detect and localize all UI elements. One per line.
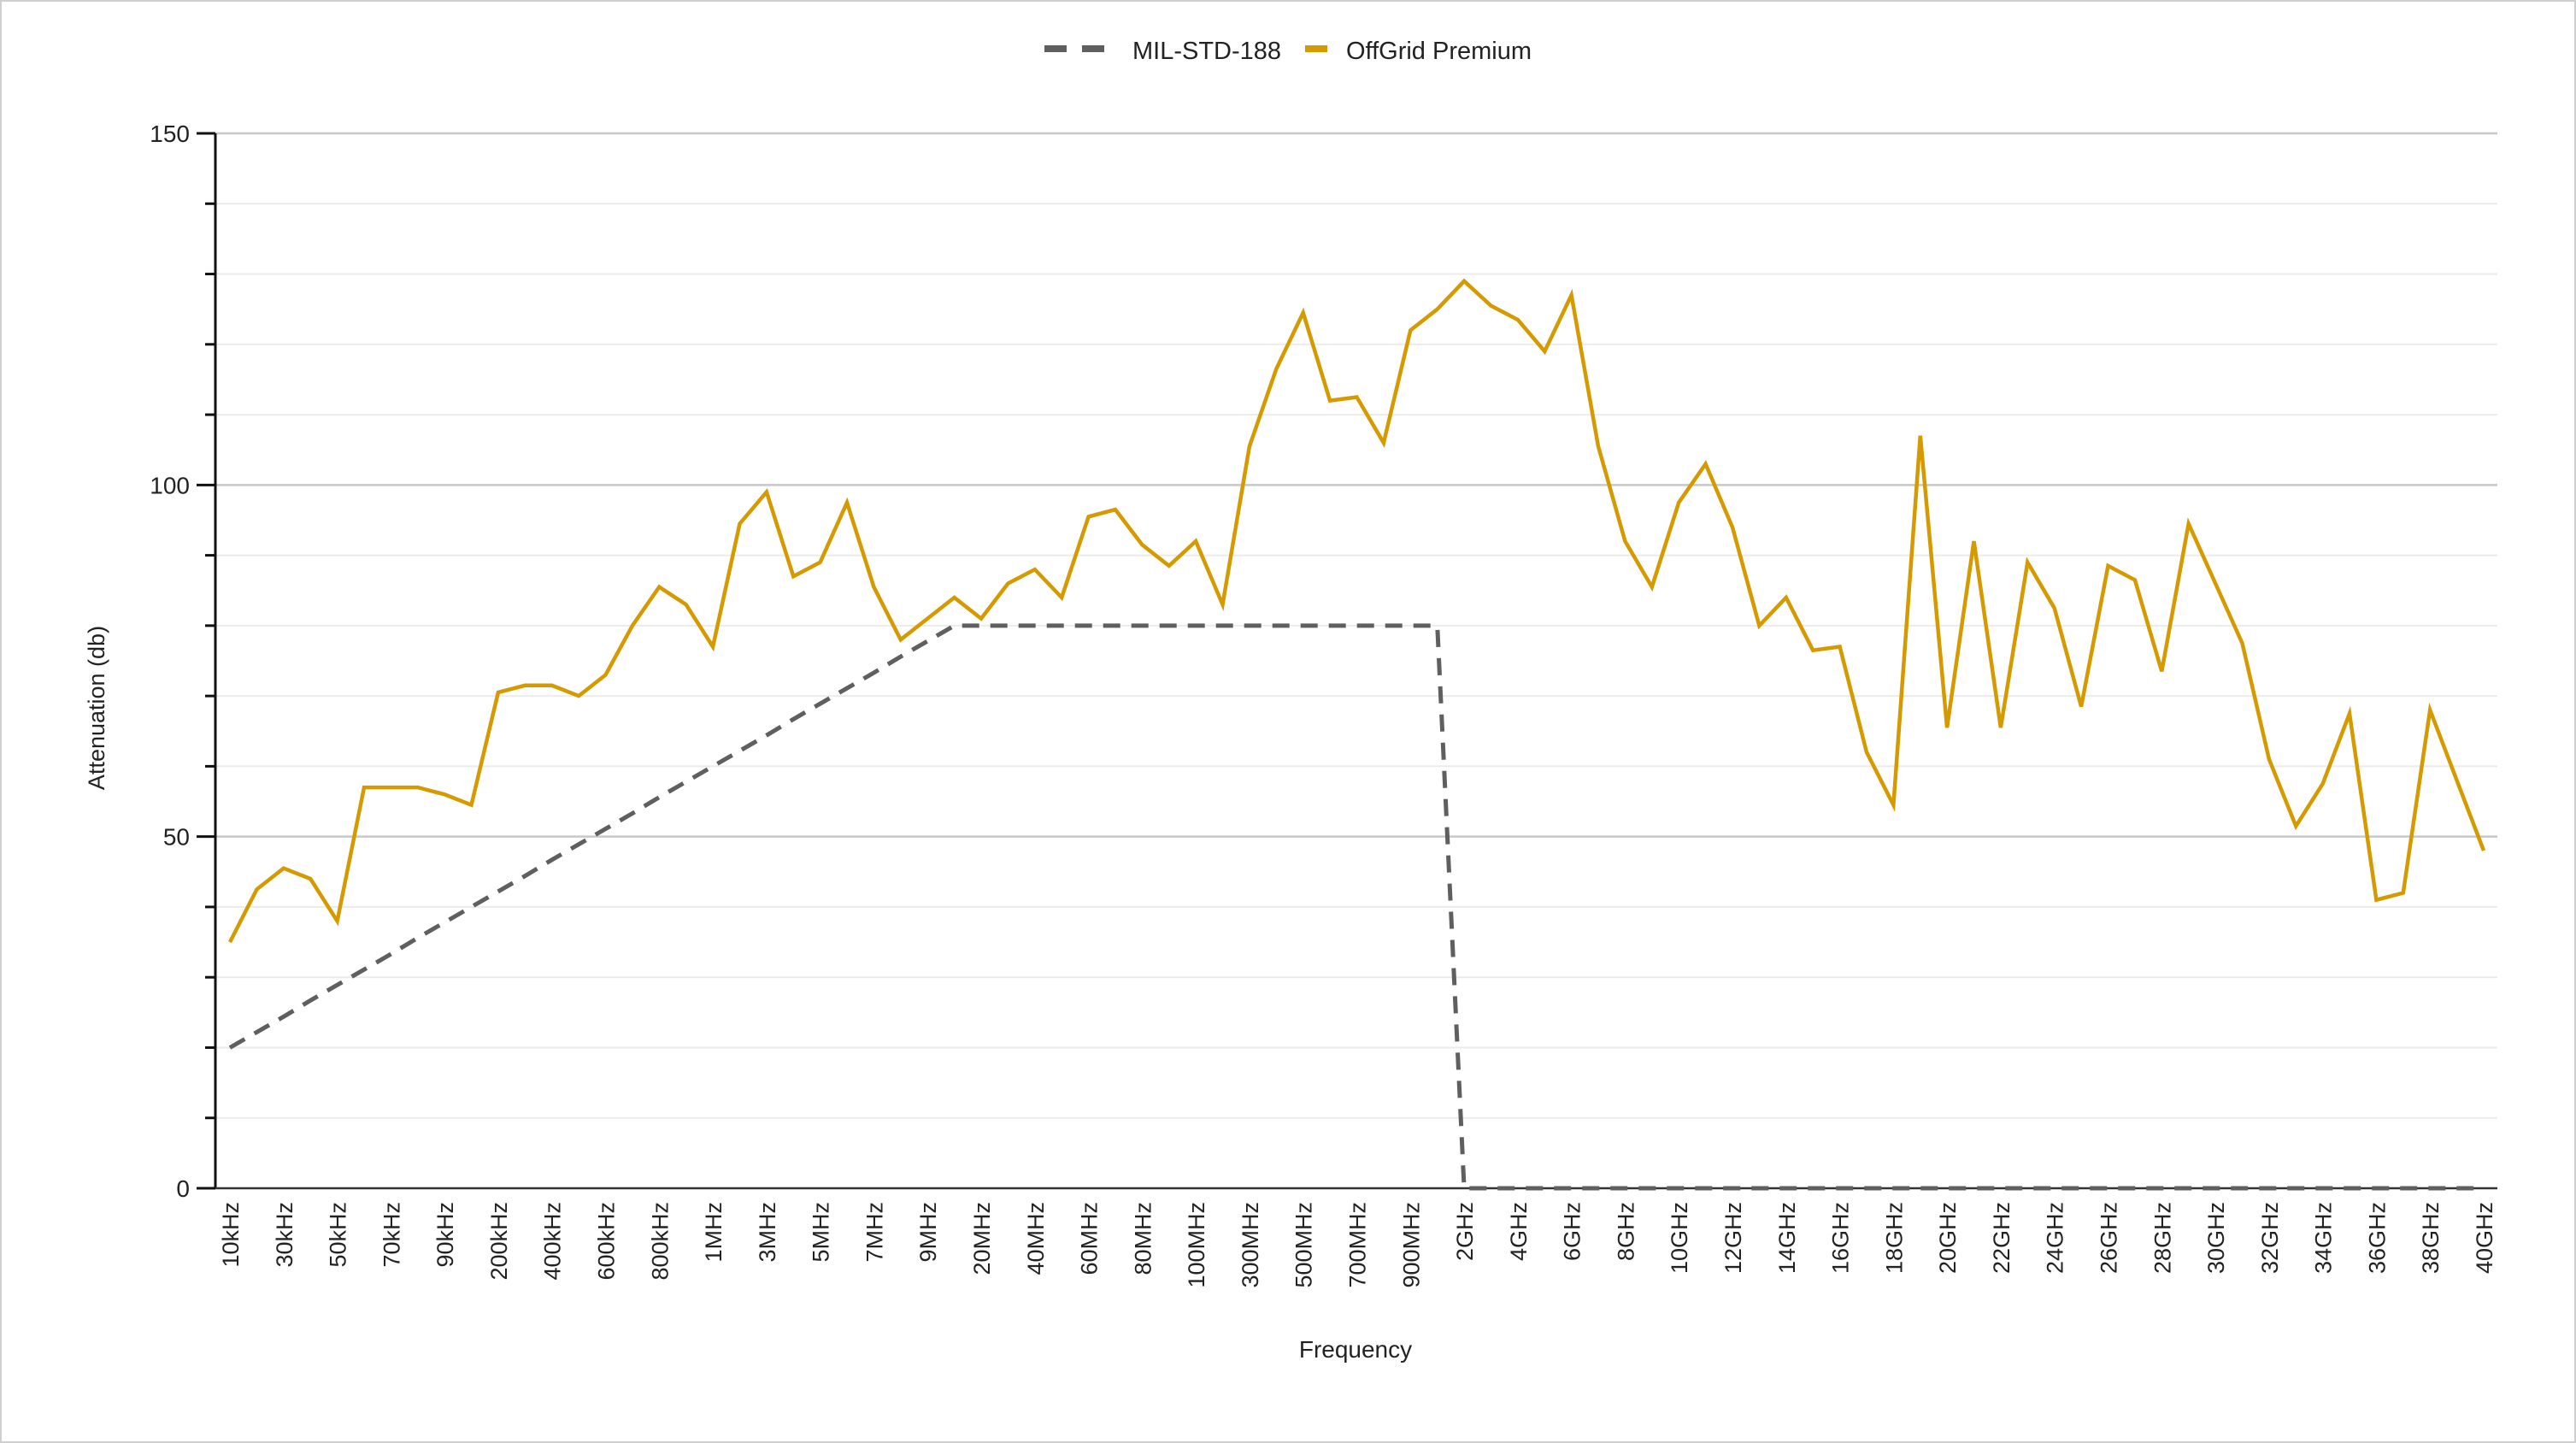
- x-tick-label: 7MHz: [862, 1202, 887, 1263]
- x-tick-label: 2GHz: [1452, 1202, 1478, 1261]
- legend: MIL-STD-188 OffGrid Premium: [1044, 38, 1532, 65]
- x-tick-label: 26GHz: [2097, 1202, 2122, 1274]
- legend-label-mil-std: MIL-STD-188: [1132, 38, 1281, 65]
- x-tick-label: 40GHz: [2472, 1202, 2497, 1274]
- x-tick-label: 60MHz: [1077, 1202, 1103, 1275]
- y-axis-title: Attenuation (db): [84, 626, 109, 790]
- x-tick-label: 200kHz: [486, 1202, 512, 1281]
- x-tick-label: 18GHz: [1881, 1202, 1907, 1274]
- x-tick-label: 500MHz: [1291, 1202, 1317, 1288]
- x-tick-label: 10GHz: [1667, 1202, 1692, 1274]
- x-tick-label: 600kHz: [594, 1202, 620, 1281]
- x-tick-label: 20MHz: [969, 1202, 995, 1275]
- x-tick-label: 400kHz: [540, 1202, 566, 1281]
- axes: [197, 132, 2497, 1190]
- x-tick-label: 16GHz: [1828, 1202, 1854, 1274]
- x-tick-label: 9MHz: [915, 1202, 941, 1263]
- y-tick-label: 100: [150, 472, 190, 498]
- x-tick-label: 40MHz: [1023, 1202, 1049, 1275]
- x-tick-label: 300MHz: [1238, 1202, 1263, 1288]
- x-tick-label: 34GHz: [2311, 1202, 2337, 1274]
- x-tick-label: 50kHz: [326, 1202, 351, 1268]
- tick-labels: 0 50 100 150 10kHz 30kHz 50kHz 70kHz 90kHz 200kHz…: [150, 121, 2497, 1288]
- x-tick-label: 100MHz: [1184, 1202, 1209, 1288]
- x-tick-label: 14GHz: [1774, 1202, 1800, 1274]
- x-tick-label: 90kHz: [432, 1202, 458, 1268]
- x-tick-label: 22GHz: [1989, 1202, 2014, 1274]
- series-lines: [227, 278, 2486, 1191]
- x-tick-label: 3MHz: [755, 1202, 780, 1263]
- x-tick-label: 38GHz: [2418, 1202, 2444, 1274]
- series-line-offgrid-premium: [227, 278, 2486, 944]
- x-tick-label: 30kHz: [272, 1202, 297, 1268]
- x-tick-label: 30GHz: [2203, 1202, 2229, 1274]
- y-tick-label: 0: [176, 1175, 190, 1202]
- x-tick-label: 32GHz: [2257, 1202, 2283, 1274]
- x-tick-label: 28GHz: [2150, 1202, 2175, 1274]
- y-tick-label: 150: [150, 121, 190, 147]
- x-tick-label: 10kHz: [218, 1202, 244, 1268]
- x-tick-label: 8GHz: [1613, 1202, 1638, 1261]
- y-tick-label: 50: [163, 824, 190, 851]
- x-tick-label: 20GHz: [1935, 1202, 1961, 1274]
- x-tick-label: 36GHz: [2364, 1202, 2390, 1274]
- x-tick-label: 700MHz: [1345, 1202, 1371, 1288]
- x-tick-label: 900MHz: [1398, 1202, 1424, 1288]
- x-tick-label: 80MHz: [1130, 1202, 1156, 1275]
- x-tick-label: 12GHz: [1720, 1202, 1746, 1274]
- x-axis-title: Frequency: [1299, 1336, 1412, 1363]
- x-tick-label: 6GHz: [1560, 1202, 1585, 1261]
- x-tick-label: 800kHz: [647, 1202, 673, 1281]
- x-tick-label: 70kHz: [379, 1202, 404, 1268]
- x-tick-label: 4GHz: [1506, 1202, 1532, 1261]
- legend-label-offgrid: OffGrid Premium: [1346, 38, 1532, 65]
- x-tick-label: 5MHz: [809, 1202, 834, 1263]
- series-line-mil-std-188: [228, 623, 2484, 1191]
- x-tick-label: 24GHz: [2043, 1202, 2068, 1274]
- x-tick-label: 1MHz: [701, 1202, 726, 1263]
- gridlines: [215, 132, 2497, 1119]
